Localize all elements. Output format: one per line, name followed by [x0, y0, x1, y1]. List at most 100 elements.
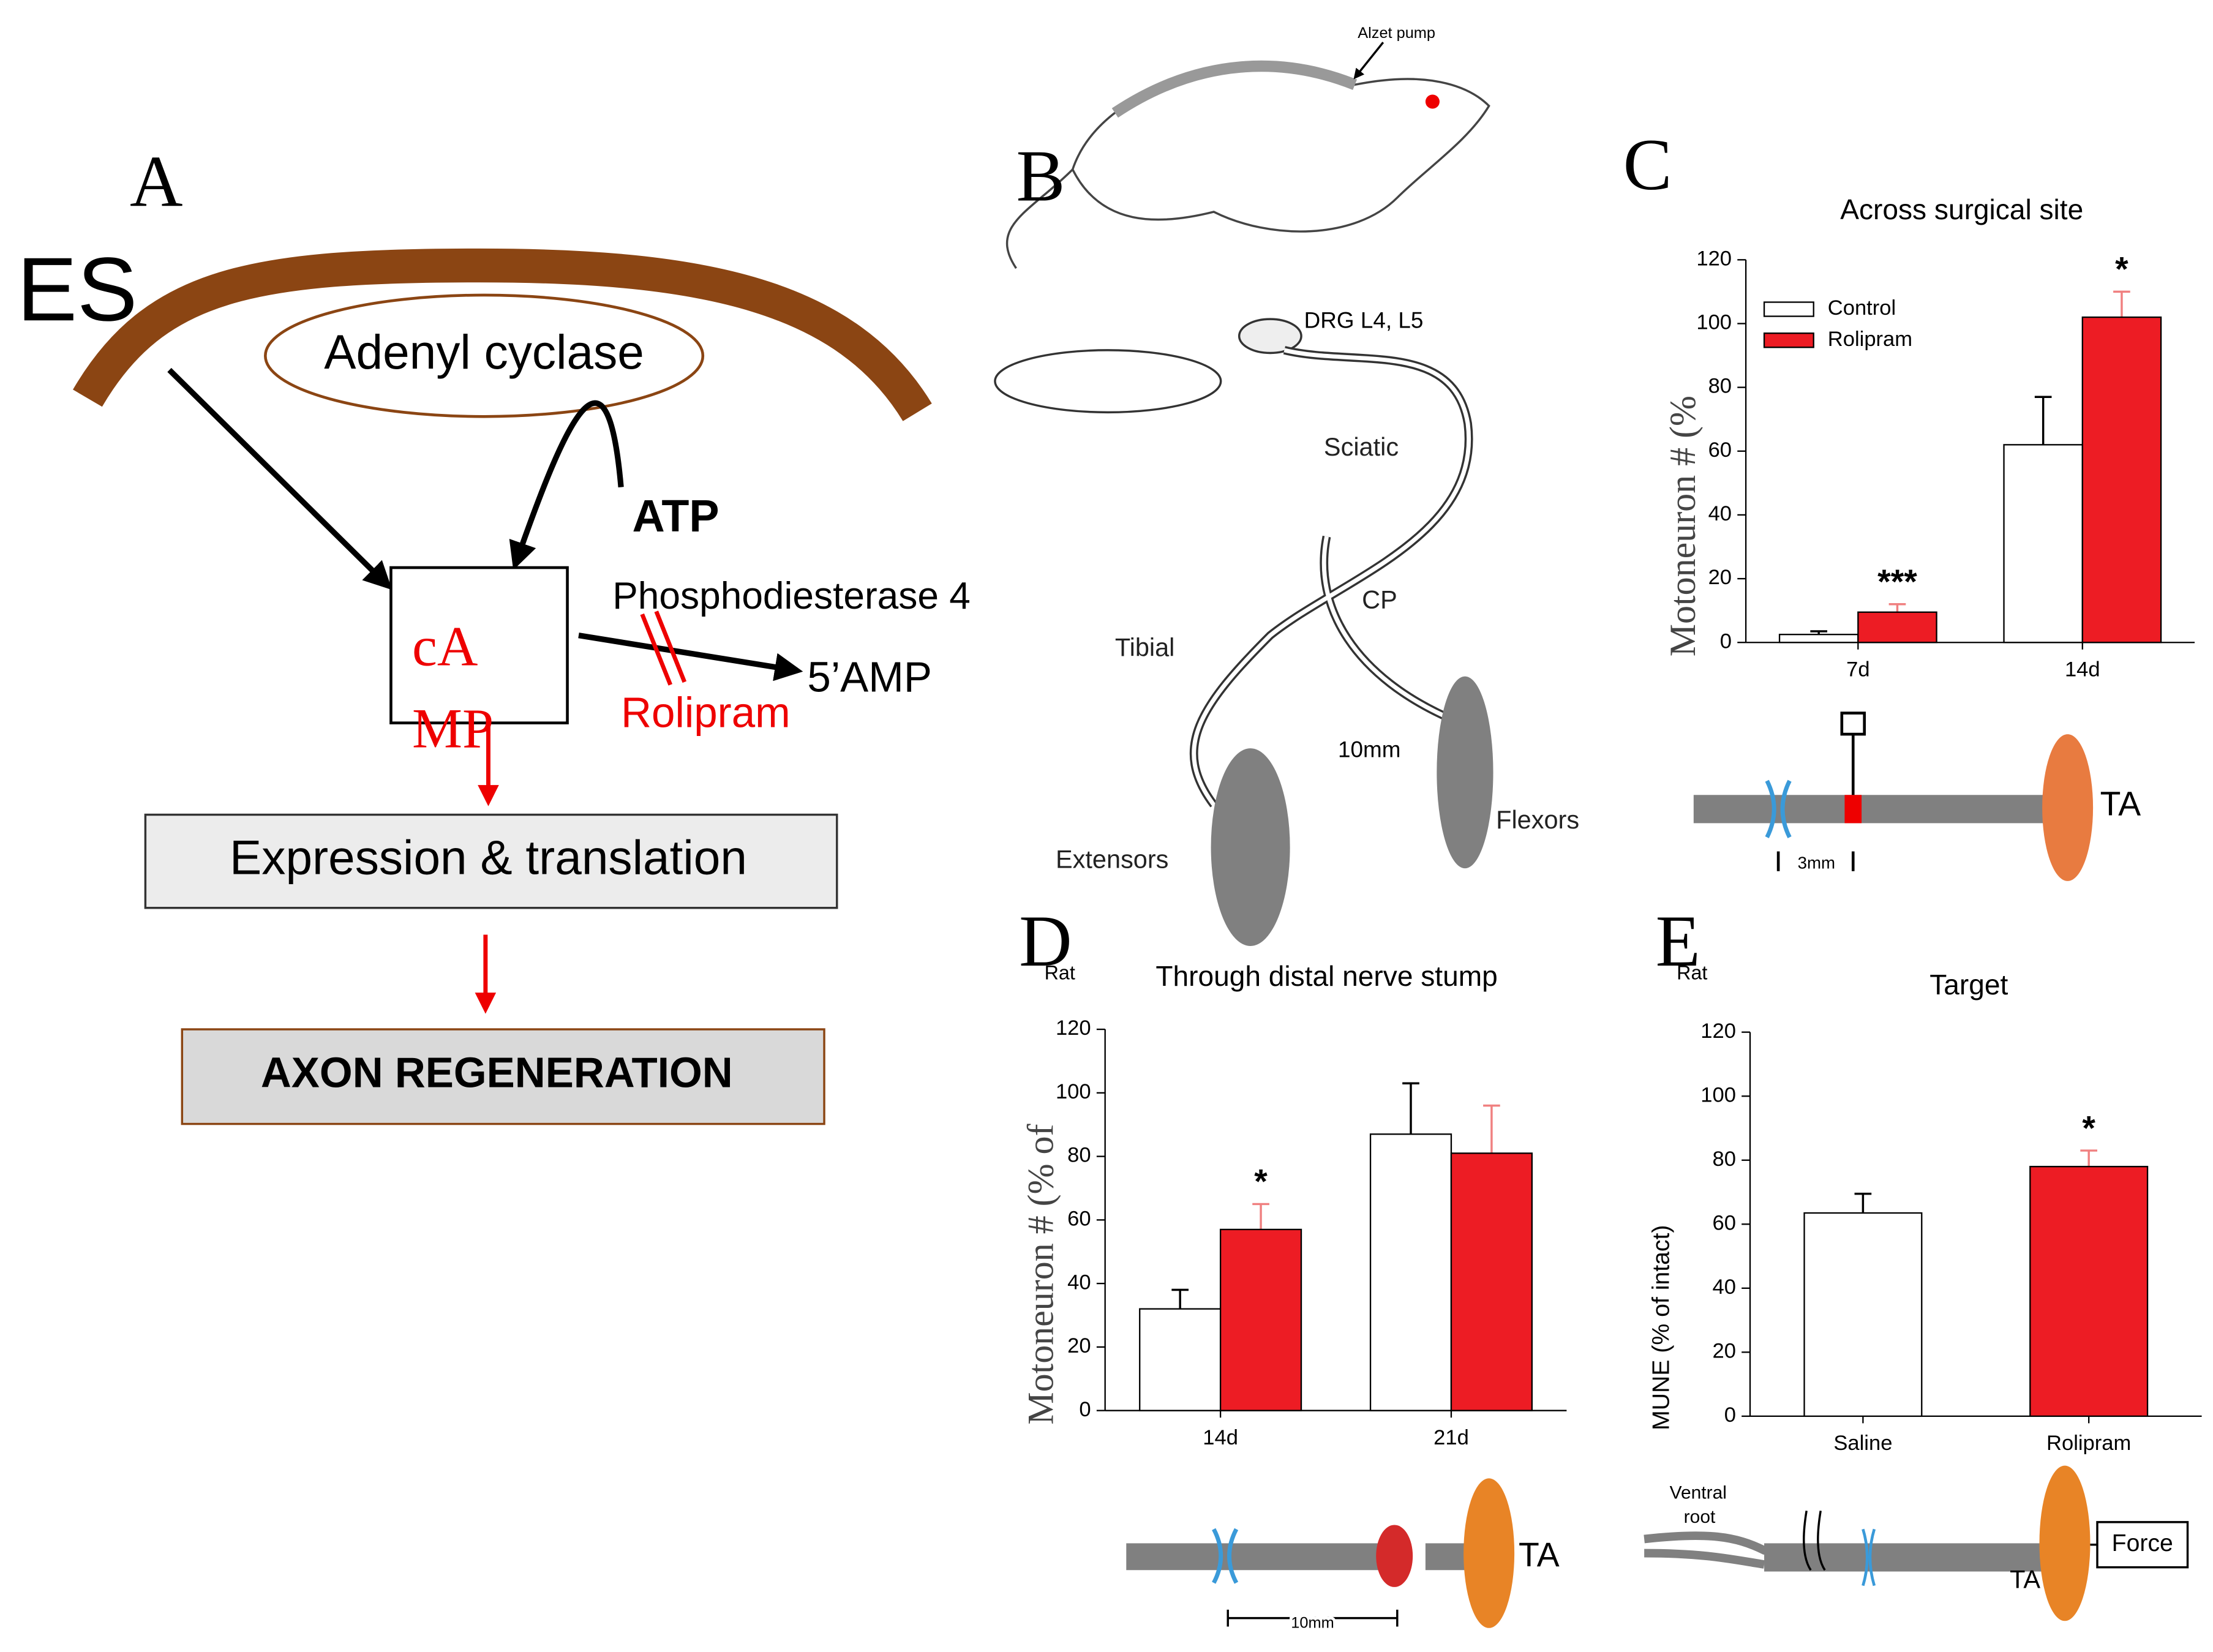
expression-label: Expression & translation — [230, 830, 747, 884]
extensor-muscle — [1211, 748, 1290, 947]
drg — [1238, 318, 1302, 355]
x-tick-label: Rolipram — [2046, 1432, 2131, 1455]
y-tick-label: 60 — [1708, 438, 1732, 462]
ta-label: TA — [2100, 784, 2141, 822]
schematic-d: TA 10mm — [1126, 1478, 1560, 1634]
panel-label: A — [130, 140, 183, 222]
y-tick-label: 120 — [1696, 247, 1732, 270]
panel-label: E — [1656, 900, 1700, 982]
bar — [1139, 1308, 1222, 1411]
y-tick-label: 40 — [1067, 1271, 1091, 1294]
annotation: * — [2115, 250, 2128, 288]
y-tick-label: 0 — [1724, 1403, 1736, 1427]
adenyl-label: Adenyl cyclase — [324, 325, 644, 379]
error-bar — [1854, 1192, 1872, 1213]
rat-outline — [1005, 67, 1490, 269]
inhibit-mark — [640, 613, 673, 686]
y-tick-label: 120 — [1056, 1016, 1091, 1040]
legend-label: Control — [1828, 296, 1896, 320]
y-tick-label: 60 — [1713, 1211, 1736, 1234]
error-bar — [1252, 1203, 1269, 1230]
arrow — [509, 400, 624, 571]
chart-title: Target — [1929, 969, 2008, 1001]
bar — [2003, 444, 2083, 644]
y-tick-label: 40 — [1713, 1275, 1736, 1299]
y-axis-label: MUNE (% of intact) — [1648, 1225, 1674, 1430]
rat-label: Rat — [1045, 962, 1075, 984]
ta-label: TA — [2010, 1565, 2040, 1594]
muscle — [1463, 1478, 1515, 1628]
bar — [1778, 634, 1859, 644]
bar — [2081, 316, 2162, 644]
lesion — [1765, 779, 1792, 838]
y-tick-label: 80 — [1708, 375, 1732, 398]
atp-label: ATP — [633, 490, 720, 541]
bar — [1219, 1228, 1302, 1411]
drg-label: DRG L4, L5 — [1304, 308, 1424, 333]
y-axis-label: Motoneuron # (% — [1663, 396, 1703, 656]
pde-label: Phosphodiesterase 4 — [612, 575, 971, 617]
root — [1644, 1531, 2061, 1569]
nerve — [1764, 1543, 2068, 1572]
error-bar — [2080, 1149, 2098, 1167]
legend-swatch — [1763, 332, 1814, 348]
membrane — [73, 248, 932, 421]
nerve — [1189, 346, 1473, 808]
scale — [1227, 1609, 1399, 1627]
mm-label: 3mm — [1798, 854, 1835, 873]
muscle — [2039, 1465, 2091, 1621]
y-tick-label: 0 — [1720, 629, 1732, 653]
schematic-c: TA 3mm — [1693, 711, 2141, 881]
bar — [1857, 611, 1937, 644]
error-bar — [1888, 603, 1906, 612]
cp-label: CP — [1362, 585, 1397, 614]
mm-label: 10mm — [1338, 737, 1400, 762]
root-label: root — [1684, 1507, 1716, 1527]
pump-tube — [1111, 60, 1358, 118]
rat-label: Rat — [1677, 962, 1707, 984]
y-tick-label: 60 — [1067, 1207, 1091, 1231]
camp-label: MP — [412, 697, 494, 759]
axon-label: AXON REGENERATION — [261, 1048, 733, 1096]
extensors-label: Extensors — [1056, 845, 1168, 874]
force-label: Force — [2112, 1530, 2173, 1556]
annotation: * — [2082, 1109, 2095, 1147]
arrow — [1353, 42, 1385, 80]
legend-label: Rolipram — [1828, 328, 1912, 351]
y-tick-label: 20 — [1067, 1334, 1091, 1357]
error-bar — [1483, 1104, 1500, 1154]
mm-label: 10mm — [1291, 1615, 1334, 1632]
bar — [1450, 1152, 1533, 1411]
sciatic-label: Sciatic — [1324, 432, 1399, 461]
error-bar — [2113, 290, 2130, 318]
spinal-cord — [994, 349, 1222, 414]
chart-title: Across surgical site — [1840, 193, 2083, 225]
expression-box — [144, 813, 838, 909]
annotation: *** — [1877, 563, 1917, 601]
x-tick-label: 14d — [1203, 1426, 1238, 1449]
y-tick-label: 100 — [1056, 1080, 1091, 1103]
electrode — [1803, 1511, 1826, 1571]
bar — [1803, 1212, 1923, 1417]
arrow — [167, 367, 393, 590]
flexors-label: Flexors — [1496, 805, 1579, 834]
lesion — [1862, 1528, 1876, 1586]
error-bar — [1402, 1082, 1419, 1135]
legend-swatch — [1763, 301, 1814, 317]
muscle — [2042, 734, 2094, 881]
y-tick-label: 0 — [1079, 1398, 1091, 1421]
pump-label: Alzet pump — [1358, 24, 1435, 42]
panel-b: Alzet pump B DRG L4, L5 Sciatic CP Tibia… — [994, 24, 1579, 947]
panel-a: A ES Adenyl cyclase ATP cA MP Phosphodie… — [17, 140, 971, 1125]
x-tick-label: 7d — [1846, 658, 1869, 681]
inhibit-mark — [654, 610, 687, 683]
scale — [1776, 851, 1855, 871]
x-tick-label: 21d — [1433, 1426, 1469, 1449]
nerve-inner — [1192, 348, 1471, 806]
y-tick-label: 120 — [1700, 1019, 1736, 1043]
arrow — [578, 633, 803, 681]
x-tick-label: Saline — [1833, 1432, 1892, 1455]
electrode — [1840, 711, 1866, 795]
camp-box — [389, 566, 569, 724]
